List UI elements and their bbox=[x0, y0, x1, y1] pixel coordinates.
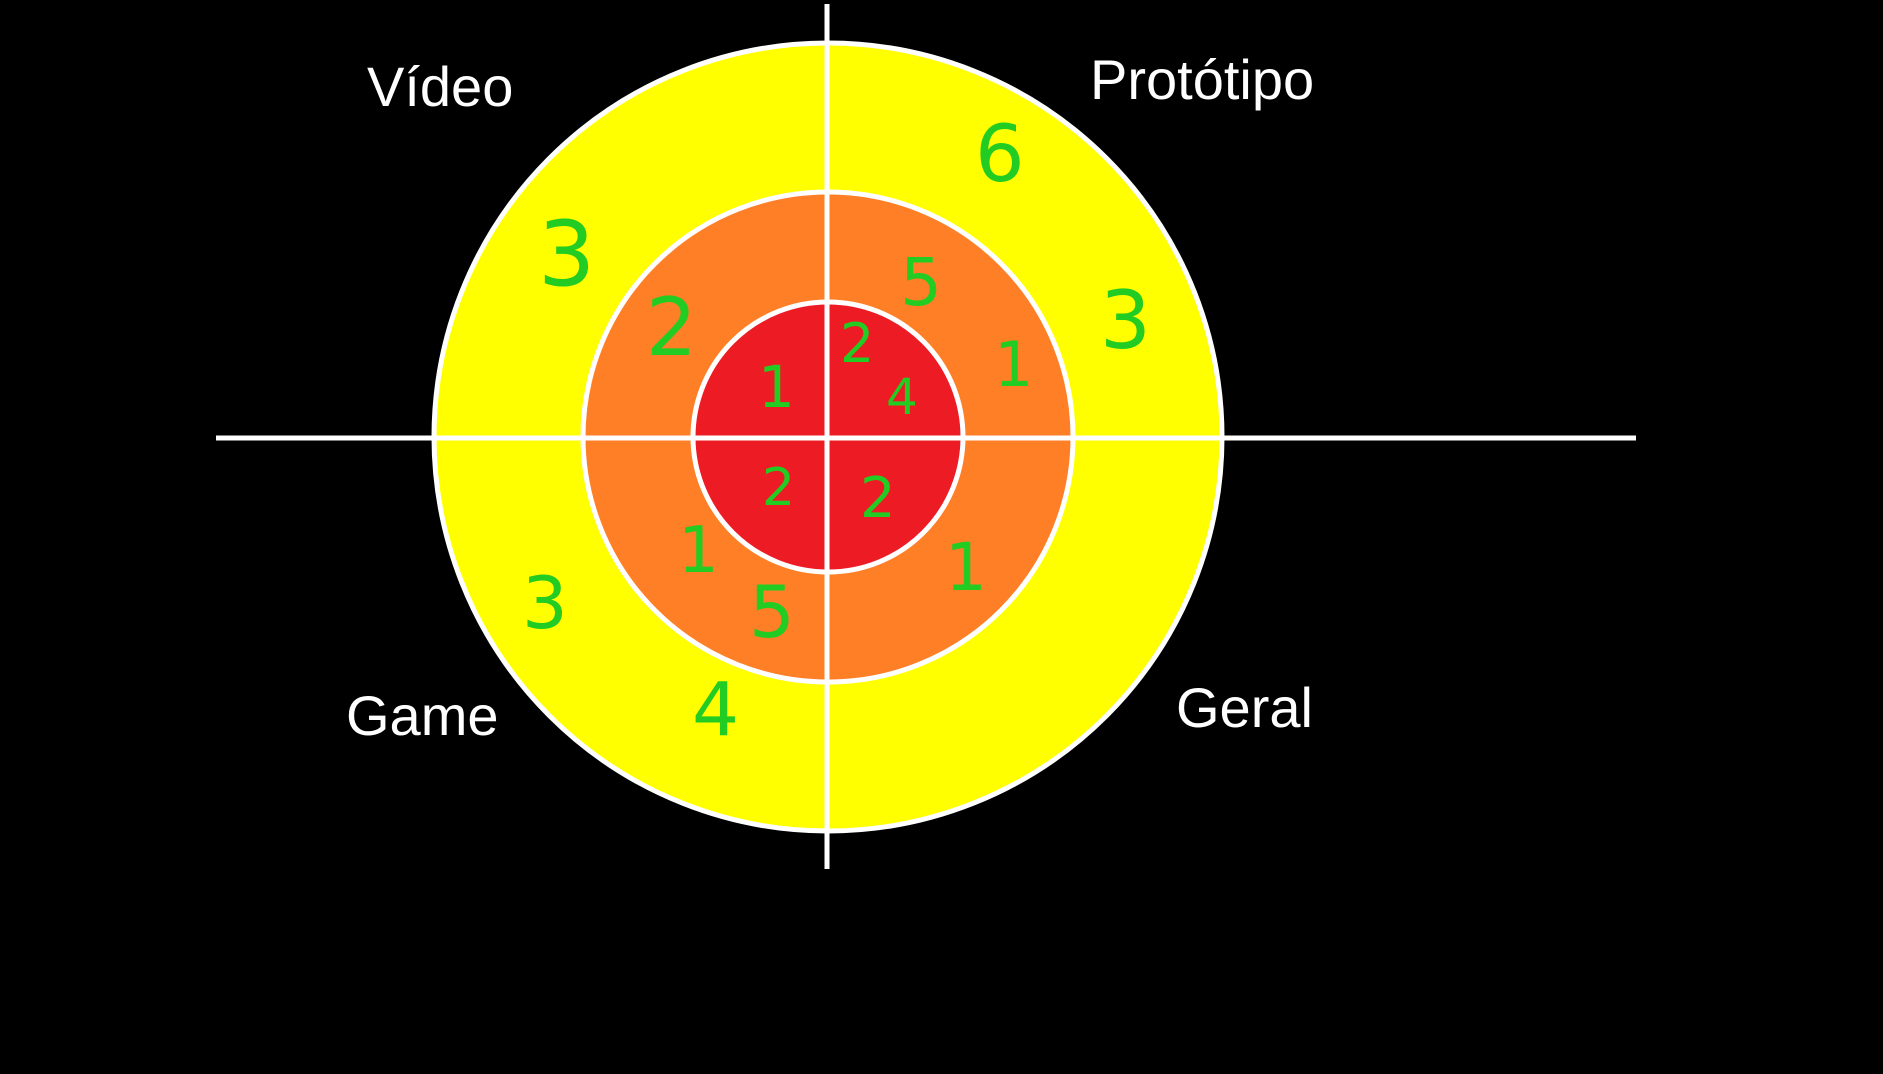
score-video-middle: 2 bbox=[646, 281, 697, 374]
score-video-outer: 3 bbox=[538, 202, 595, 307]
label-game: Game bbox=[346, 684, 499, 747]
score-game-middle-1: 1 bbox=[678, 514, 719, 588]
label-geral: Geral bbox=[1176, 676, 1313, 739]
score-prototipo-inner-2: 4 bbox=[886, 368, 918, 426]
score-game-outer-1: 3 bbox=[522, 561, 568, 645]
score-game-outer-2: 4 bbox=[692, 667, 739, 753]
score-geral-inner: 2 bbox=[860, 466, 896, 531]
label-video: Vídeo bbox=[367, 55, 513, 118]
score-prototipo-middle-2: 1 bbox=[994, 328, 1033, 401]
score-prototipo-outer-2: 3 bbox=[1100, 274, 1151, 367]
score-prototipo-outer-1: 6 bbox=[975, 110, 1025, 200]
label-prototipo: Protótipo bbox=[1090, 48, 1314, 111]
score-prototipo-middle-1: 5 bbox=[900, 244, 942, 321]
score-geral-middle: 1 bbox=[945, 529, 987, 606]
score-game-middle-2: 5 bbox=[749, 570, 795, 654]
score-game-inner: 2 bbox=[762, 458, 795, 518]
score-video-inner: 1 bbox=[758, 353, 795, 421]
score-prototipo-inner-1: 2 bbox=[840, 312, 874, 375]
